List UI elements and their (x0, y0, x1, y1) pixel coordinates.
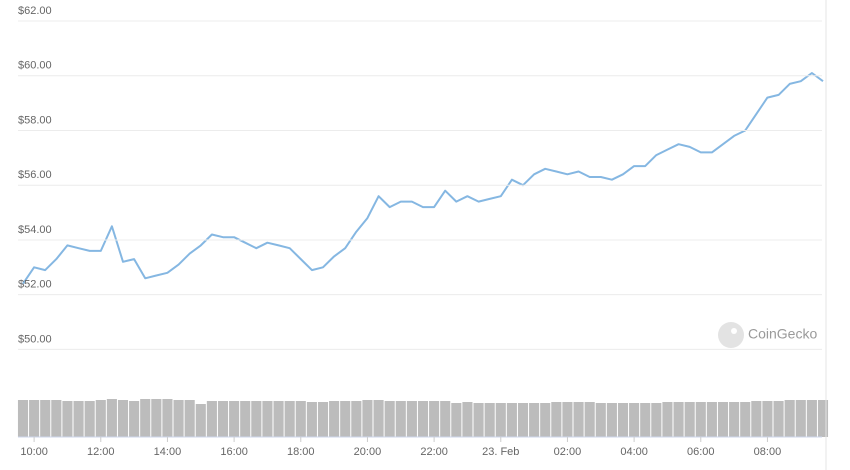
volume-bar (229, 401, 240, 437)
volume-bar (140, 399, 151, 437)
volume-bar (651, 403, 662, 437)
volume-bar (584, 402, 595, 437)
x-tick-label: 22:00 (420, 446, 448, 458)
y-tick-label: $56.00 (18, 169, 52, 181)
volume-bar (362, 400, 373, 437)
volume-bar (529, 403, 540, 437)
volume-bar (340, 401, 351, 437)
volume-bar (262, 401, 273, 437)
x-tick-label: 12:00 (87, 446, 115, 458)
volume-bar (295, 401, 306, 437)
volume-bar (484, 403, 495, 437)
volume-bar (429, 401, 440, 437)
volume-bar (751, 401, 762, 437)
volume-bar (162, 399, 173, 437)
price-line (22, 72, 824, 285)
volume-bar (173, 400, 184, 437)
volume-bar (506, 403, 517, 437)
volume-bar (351, 401, 362, 437)
volume-bar (662, 402, 673, 437)
volume-bar (806, 400, 817, 437)
volume-bar (251, 401, 262, 437)
volume-bar (184, 400, 195, 437)
volume-bar (217, 401, 229, 437)
volume-bar (729, 402, 740, 437)
volume-bar (195, 404, 206, 437)
volume-bar (273, 401, 284, 437)
volume-bar (562, 402, 573, 437)
volume-bar (40, 400, 51, 437)
volume-bar (73, 401, 84, 437)
volume-bar (462, 402, 473, 437)
volume-bar (95, 400, 106, 437)
volume-bar (240, 401, 251, 437)
volume-bar (640, 403, 651, 437)
volume-bar (795, 400, 806, 437)
volume-bar (129, 401, 140, 437)
x-tick-label: 14:00 (154, 446, 182, 458)
volume-bar (206, 401, 217, 437)
volume-bar (706, 402, 717, 437)
volume-bar (784, 400, 795, 437)
y-tick-label: $62.00 (18, 5, 52, 17)
volume-bar (773, 401, 784, 437)
volume-bar (29, 400, 40, 437)
x-tick-label: 02:00 (554, 446, 582, 458)
volume-bar (329, 401, 340, 437)
volume-bar (84, 401, 95, 437)
volume-bar (629, 403, 640, 437)
volume-bar (595, 403, 606, 437)
y-tick-label: $52.00 (18, 279, 52, 291)
volume-bar (51, 400, 62, 437)
volume-bar (684, 402, 695, 437)
volume-bar (617, 403, 629, 437)
volume-bar (495, 403, 506, 437)
volume-bar (384, 401, 395, 437)
volume-bar (473, 403, 484, 437)
volume-bar (395, 401, 406, 437)
volume-bar (62, 401, 73, 437)
volume-bar (695, 402, 706, 437)
volume-bar (440, 401, 451, 437)
x-tick-label: 16:00 (220, 446, 248, 458)
x-tick-label: 06:00 (687, 446, 715, 458)
volume-bar (717, 402, 729, 437)
volume-bar (451, 403, 462, 437)
volume-bar (606, 403, 617, 437)
volume-bar (540, 403, 551, 437)
x-tick-label: 20:00 (354, 446, 382, 458)
volume-bar (417, 401, 429, 437)
volume-bar (573, 402, 584, 437)
volume-bar (117, 400, 129, 437)
volume-bar (740, 402, 751, 437)
y-tick-label: $50.00 (18, 333, 52, 345)
volume-bar (151, 399, 162, 437)
x-tick-label: 10:00 (20, 446, 48, 458)
volume-bar (673, 402, 684, 437)
x-tick-label: 18:00 (287, 446, 315, 458)
volume-bar (306, 402, 317, 437)
x-tick-label: 23. Feb (482, 446, 519, 458)
volume-bar (17, 400, 29, 437)
y-tick-label: $54.00 (18, 224, 52, 236)
x-tick-label: 08:00 (754, 446, 782, 458)
volume-bar (551, 402, 562, 437)
volume-bar (373, 400, 384, 437)
y-tick-label: $60.00 (18, 60, 52, 72)
volume-bar (284, 401, 295, 437)
volume-bar (106, 399, 117, 437)
volume-bar (317, 402, 329, 437)
watermark: CoinGecko (748, 326, 817, 342)
watermark-logo (718, 322, 744, 348)
volume-bar (406, 401, 417, 437)
y-tick-label: $58.00 (18, 114, 52, 126)
volume-bar (762, 401, 773, 437)
volume-bar (517, 403, 529, 437)
x-tick-label: 04:00 (620, 446, 648, 458)
volume-bar (817, 400, 829, 437)
